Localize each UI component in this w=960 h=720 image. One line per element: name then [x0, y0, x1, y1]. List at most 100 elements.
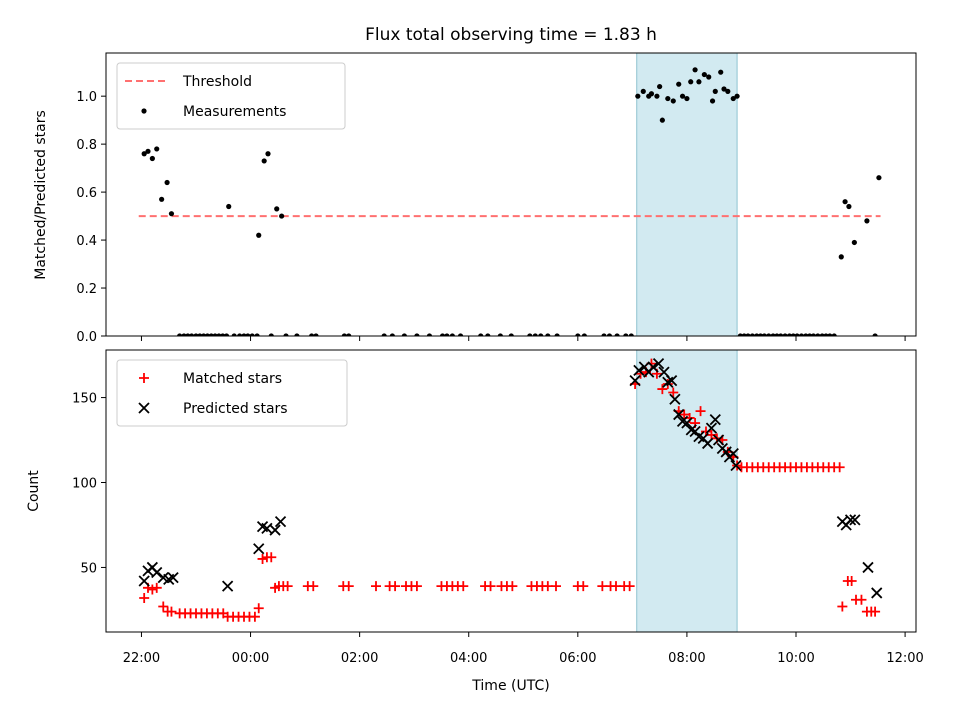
measurement-point [872, 333, 878, 336]
measurement-point [794, 333, 800, 336]
measurement-point [575, 333, 581, 336]
predicted-stars-point [274, 515, 287, 528]
measurement-point [790, 333, 796, 336]
measurement-point [648, 91, 655, 97]
matched-stars-point [668, 387, 679, 398]
measurement-point [838, 254, 844, 260]
measurement-point [606, 333, 613, 336]
predicted-stars-point [669, 393, 681, 405]
measurement-point [782, 333, 788, 336]
measurement-point [778, 333, 784, 336]
measurement-point [426, 333, 433, 336]
y-tick-label: 100 [72, 477, 97, 492]
matched-stars-point [390, 581, 401, 592]
matched-stars-point [846, 576, 857, 587]
matched-stars-point [706, 429, 717, 440]
measurement-point [676, 81, 682, 87]
measurement-point [538, 333, 544, 336]
y-tick-label: 0.2 [76, 282, 97, 297]
measurement-point [718, 69, 724, 75]
legend-label: Matched stars [183, 371, 282, 387]
measurement-point [623, 333, 629, 336]
measurement-point [245, 333, 251, 336]
y-tick-label: 0.0 [76, 330, 97, 345]
measurement-point [737, 333, 743, 336]
measurement-point [527, 333, 533, 336]
matched-stars-point [282, 581, 293, 592]
predicted-stars-point [167, 572, 179, 584]
measurement-point [665, 95, 671, 102]
matched-stars-point [507, 581, 518, 592]
measurement-point [721, 86, 727, 92]
y-tick-label: 0.6 [76, 186, 97, 201]
measurement-point [220, 333, 226, 336]
matched-stars-point [139, 373, 149, 383]
measurement-point [274, 206, 280, 212]
measurement-point [168, 211, 175, 217]
lower-panel: 50 100 150 22:00 00:00 02:00 04:00 06:00 08:00 10… [72, 349, 924, 666]
measurement-point [181, 333, 187, 336]
matched-stars-point [870, 606, 881, 617]
predicted-stars-point [701, 437, 714, 450]
measurement-point [635, 93, 641, 99]
measurement-point [401, 333, 407, 336]
measurement-point [864, 218, 870, 224]
matched-stars-point [679, 409, 690, 420]
predicted-stars-point [221, 580, 234, 592]
matched-stars-point [578, 581, 589, 592]
predicted-stars-point [844, 514, 857, 526]
measurement-point [309, 333, 315, 336]
measurement-point [164, 179, 170, 186]
chart-title: Flux total observing time = 1.83 h [365, 25, 657, 45]
measurement-point [831, 333, 837, 336]
measurement-point [444, 333, 450, 336]
y-tick-label: 0.8 [76, 138, 97, 153]
measurement-point [265, 151, 271, 157]
measurement-point [810, 333, 817, 336]
matched-stars-point [695, 406, 706, 417]
measurement-point [712, 88, 718, 94]
measurement-point [827, 333, 833, 336]
matched-stars-point [485, 581, 496, 592]
measurement-point [381, 333, 387, 336]
measurement-point [193, 333, 199, 336]
measurement-point [478, 333, 484, 336]
y-tick-label: 0.4 [76, 234, 97, 249]
matched-stars-point [624, 581, 635, 592]
measurement-point [654, 93, 660, 99]
measurement-point [226, 203, 232, 210]
measurement-point [581, 333, 587, 336]
measurement-point [204, 333, 211, 336]
predicted-stars-point [673, 408, 685, 421]
measurement-point [237, 333, 243, 336]
measurement-point [766, 333, 772, 336]
axes-frame [105, 349, 917, 633]
axes-frame [105, 52, 917, 337]
matched-stars-point [253, 603, 264, 614]
measurement-point [414, 333, 420, 336]
predicted-stars-point [730, 459, 742, 472]
predicted-stars-point [712, 434, 725, 446]
measurement-point [709, 98, 716, 104]
predicted-stars-point [269, 524, 281, 536]
measurement-point [761, 333, 767, 336]
y-tick-label: 1.0 [76, 90, 97, 105]
measurement-point [159, 196, 165, 202]
measurement-point [497, 333, 503, 336]
measurement-point [659, 117, 665, 123]
matched-stars-point [551, 581, 561, 592]
measurement-point [485, 333, 491, 336]
measurement-point [757, 333, 764, 336]
measurement-point [770, 333, 776, 336]
measurement-point [688, 79, 694, 85]
measurement-point [208, 333, 214, 336]
predicted-stars-point [871, 587, 883, 599]
measurement-point [201, 333, 207, 336]
measurement-point [283, 333, 289, 336]
measurement-point [803, 333, 809, 336]
predicted-stars-point [727, 447, 739, 460]
measurement-point [846, 203, 852, 210]
measurement-point [223, 333, 230, 336]
measurement-point [679, 93, 686, 99]
measurement-point [807, 333, 813, 336]
